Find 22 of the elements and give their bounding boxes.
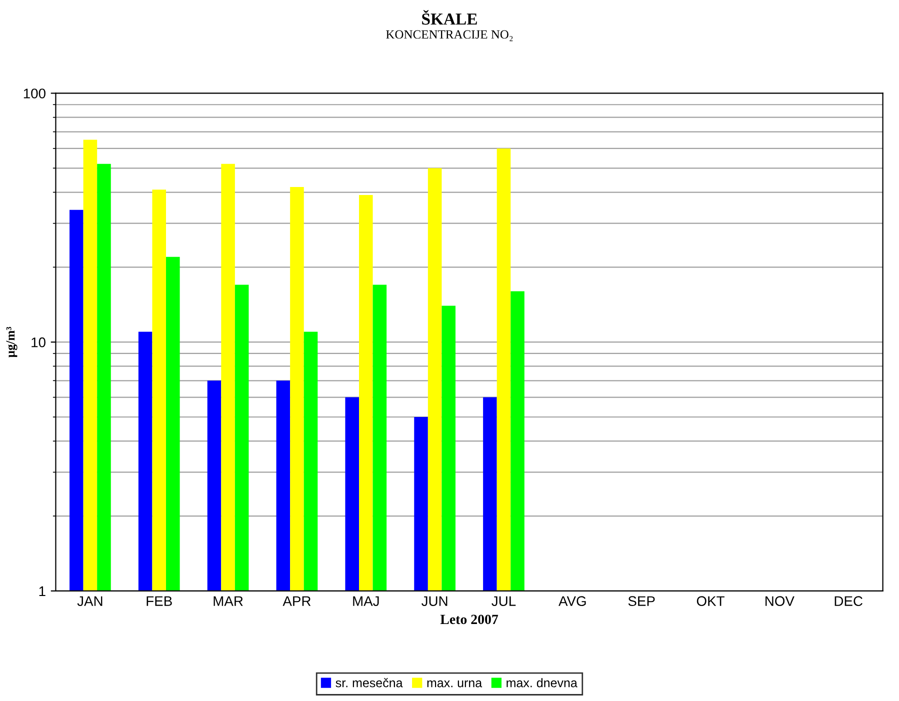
y-tick-label: 100 bbox=[24, 88, 46, 98]
legend-label: max. urna bbox=[427, 680, 482, 688]
x-tick-label: JAN bbox=[77, 596, 102, 606]
x-tick-label: MAJ bbox=[353, 596, 379, 606]
x-tick-label: FEB bbox=[146, 596, 172, 606]
x-tick-label: APR bbox=[282, 596, 311, 606]
y-tick-label: 10 bbox=[32, 337, 46, 348]
chart-subtitle: KONCENTRACIJE NO₂ bbox=[386, 30, 513, 42]
x-axis-title: Leto 2007 bbox=[440, 614, 498, 624]
x-tick-label: AVG bbox=[558, 596, 586, 606]
x-tick-label: NOV bbox=[766, 596, 794, 606]
y-axis-title: μg/m³ bbox=[6, 326, 18, 358]
y-tick-label: 1 bbox=[39, 586, 46, 596]
x-tick-label: SEP bbox=[628, 596, 655, 606]
x-tick-label: OKT bbox=[696, 596, 724, 606]
chart-title: ŠKALE bbox=[422, 10, 477, 25]
x-tick-label: MAR bbox=[214, 596, 243, 606]
legend-label: max. dnevna bbox=[506, 678, 578, 688]
legend-label: sr. mesečna bbox=[336, 678, 403, 688]
x-tick-label: JUL bbox=[492, 596, 516, 606]
x-tick-label: DEC bbox=[834, 596, 862, 606]
x-tick-label: JUN bbox=[422, 596, 448, 606]
